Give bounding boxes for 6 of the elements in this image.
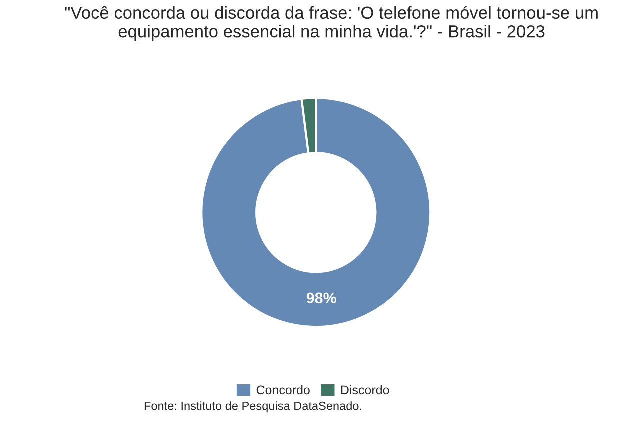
legend-label: Concordo [256,385,310,395]
data-label: 98% [306,292,336,304]
source-note: Fonte: Instituto de Pesquisa DataSenado. [144,402,362,413]
legend-label: Discordo [341,385,390,395]
chart-title: "Você concorda ou discorda da frase: 'O telefone móvel tornou-se um equipamento essencial na minha vida.'?" - Brasil - 2023 [65,6,598,42]
donut-slice [200,97,432,328]
